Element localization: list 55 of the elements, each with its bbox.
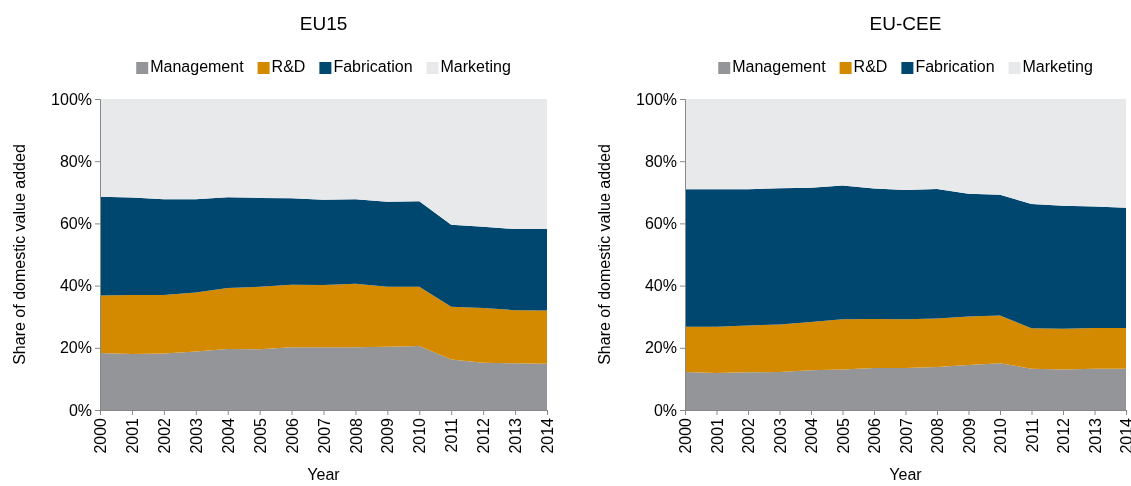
y-tick-label: 20% bbox=[644, 339, 677, 357]
x-tick-label: 2009 bbox=[960, 417, 978, 454]
legend-label: Management bbox=[732, 58, 827, 75]
x-tick-label: 2004 bbox=[219, 417, 237, 454]
y-axis-title: Share of domestic value added bbox=[11, 144, 28, 365]
x-tick-label: 2014 bbox=[539, 417, 557, 454]
y-tick-label: 60% bbox=[59, 215, 92, 233]
y-tick-label: 40% bbox=[644, 277, 677, 295]
x-tick-label: 2005 bbox=[834, 417, 852, 454]
x-tick-label: 2008 bbox=[347, 417, 365, 454]
x-tick-label: 2011 bbox=[443, 417, 461, 453]
y-tick-label: 60% bbox=[644, 215, 677, 233]
x-tick-label: 2013 bbox=[507, 417, 525, 454]
x-tick-label: 2008 bbox=[929, 417, 947, 454]
y-tick-label: 100% bbox=[51, 90, 92, 108]
x-tick-label: 2002 bbox=[155, 417, 173, 454]
y-tick-label: 40% bbox=[59, 277, 92, 295]
x-tick-label: 2003 bbox=[771, 417, 789, 454]
y-tick-label: 0% bbox=[68, 401, 92, 419]
y-tick-label: 0% bbox=[653, 401, 677, 419]
x-tick-label: 2010 bbox=[411, 417, 429, 454]
y-tick-label: 20% bbox=[59, 339, 92, 357]
x-tick-label: 2001 bbox=[708, 417, 726, 454]
x-tick-label: 2003 bbox=[187, 417, 205, 454]
x-tick-label: 2002 bbox=[740, 417, 758, 454]
y-tick-label: 80% bbox=[59, 152, 92, 170]
legend-label: Fabrication bbox=[333, 58, 413, 75]
x-axis-title: Year bbox=[307, 466, 341, 483]
x-tick-label: 2000 bbox=[92, 417, 110, 454]
x-tick-label: 2011 bbox=[1023, 417, 1041, 453]
y-tick-label: 100% bbox=[636, 90, 677, 108]
y-axis-title: Share of domestic value added bbox=[596, 144, 613, 365]
x-axis-title: Year bbox=[889, 466, 923, 483]
legend-label: Management bbox=[150, 58, 245, 75]
x-tick-label: 2010 bbox=[992, 417, 1010, 454]
x-tick-label: 2000 bbox=[677, 417, 695, 454]
x-tick-label: 2009 bbox=[379, 417, 397, 454]
legend-label: Marketing bbox=[440, 58, 511, 75]
x-tick-label: 2001 bbox=[124, 417, 142, 454]
x-tick-label: 2004 bbox=[803, 417, 821, 454]
legend-label: Marketing bbox=[1022, 58, 1093, 75]
y-tick-label: 80% bbox=[644, 152, 677, 170]
x-tick-label: 2006 bbox=[283, 417, 301, 454]
x-tick-label: 2006 bbox=[866, 417, 884, 454]
x-tick-label: 2013 bbox=[1086, 417, 1104, 454]
x-tick-label: 2007 bbox=[897, 417, 915, 454]
x-tick-label: 2005 bbox=[251, 417, 269, 454]
chart-title: EU-CEE bbox=[869, 13, 942, 34]
x-tick-label: 2012 bbox=[1055, 417, 1073, 454]
legend-label: Fabrication bbox=[915, 58, 995, 75]
legend-label: R&D bbox=[271, 58, 306, 75]
x-tick-label: 2012 bbox=[475, 417, 493, 454]
legend-label: R&D bbox=[853, 58, 888, 75]
x-tick-label: 2007 bbox=[315, 417, 333, 454]
chart-title: EU15 bbox=[299, 13, 348, 34]
